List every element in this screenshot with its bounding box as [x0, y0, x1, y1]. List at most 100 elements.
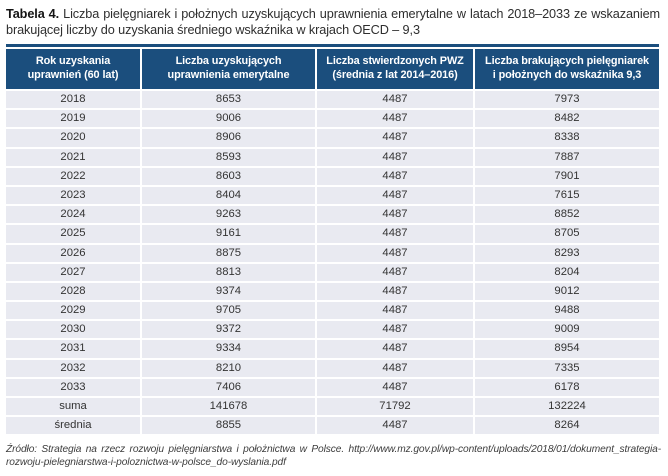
- value-cell: 7901: [475, 167, 659, 185]
- table-row: średnia 8855 4487 8264: [6, 417, 659, 435]
- value-cell: 7615: [475, 186, 659, 205]
- row-label-cell: 2031: [6, 340, 140, 358]
- value-cell: 9009: [475, 321, 659, 339]
- table-row: 2028 9374 4487 9012: [6, 282, 659, 301]
- table-row: 2024 9263 4487 8852: [6, 206, 659, 224]
- table-row: 2022 8603 4487 7901: [6, 167, 659, 185]
- value-cell: 8954: [475, 340, 659, 358]
- table-row: 2018 8653 4487 7973: [6, 91, 659, 109]
- data-table: Rok uzyskania uprawnień (60 lat) Liczba u…: [6, 44, 659, 435]
- row-label-cell: 2028: [6, 282, 140, 301]
- table-row: suma 141678 71792 132224: [6, 398, 659, 416]
- row-label-cell: 2030: [6, 321, 140, 339]
- column-header: Liczba stwierdzonych PWZ (średnia z lat …: [317, 49, 473, 89]
- value-cell: 8653: [142, 91, 315, 109]
- value-cell: 7887: [475, 148, 659, 166]
- value-cell: 8603: [142, 167, 315, 185]
- value-cell: 9374: [142, 282, 315, 301]
- value-cell: 4487: [317, 302, 473, 320]
- table-body: 2018 8653 4487 7973 2019 9006 4487 8482 2020 8906…: [6, 91, 659, 435]
- value-cell: 8875: [142, 244, 315, 262]
- value-cell: 8210: [142, 359, 315, 377]
- table-row: 2030 9372 4487 9009: [6, 321, 659, 339]
- value-cell: 141678: [142, 398, 315, 416]
- row-label-cell: 2027: [6, 263, 140, 281]
- table-row: 2026 8875 4487 8293: [6, 244, 659, 262]
- value-cell: 6178: [475, 378, 659, 396]
- table-row: 2021 8593 4487 7887: [6, 148, 659, 166]
- row-label-cell: 2033: [6, 378, 140, 396]
- value-cell: 4487: [317, 359, 473, 377]
- value-cell: 4487: [317, 129, 473, 147]
- column-header: Liczba uzyskujących uprawnienia emerytal…: [142, 49, 315, 89]
- value-cell: 4487: [317, 91, 473, 109]
- value-cell: 8204: [475, 263, 659, 281]
- table-row: 2019 9006 4487 8482: [6, 110, 659, 128]
- value-cell: 4487: [317, 263, 473, 281]
- value-cell: 8852: [475, 206, 659, 224]
- row-label-cell: 2021: [6, 148, 140, 166]
- value-cell: 8404: [142, 186, 315, 205]
- row-label-cell: 2018: [6, 91, 140, 109]
- value-cell: 4487: [317, 378, 473, 396]
- value-cell: 7406: [142, 378, 315, 396]
- row-label-cell: średnia: [6, 417, 140, 435]
- value-cell: 132224: [475, 398, 659, 416]
- value-cell: 9334: [142, 340, 315, 358]
- row-label-cell: 2020: [6, 129, 140, 147]
- value-cell: 8264: [475, 417, 659, 435]
- value-cell: 4487: [317, 167, 473, 185]
- value-cell: 8705: [475, 225, 659, 243]
- table-top-rule: [6, 44, 659, 47]
- value-cell: 9006: [142, 110, 315, 128]
- row-label-cell: suma: [6, 398, 140, 416]
- row-label-cell: 2032: [6, 359, 140, 377]
- value-cell: 8855: [142, 417, 315, 435]
- table-caption: Tabela 4. Liczba pielęgniarek i położnyc…: [6, 7, 660, 38]
- value-cell: 4487: [317, 110, 473, 128]
- table-header-row: Rok uzyskania uprawnień (60 lat) Liczba u…: [6, 49, 659, 89]
- value-cell: 71792: [317, 398, 473, 416]
- table-row: 2025 9161 4487 8705: [6, 225, 659, 243]
- value-cell: 4487: [317, 186, 473, 205]
- row-label-cell: 2025: [6, 225, 140, 243]
- table-row: 2023 8404 4487 7615: [6, 186, 659, 205]
- source-note: Źródło: Strategia na rzecz rozwoju pielę…: [6, 444, 661, 469]
- table-caption-text: Liczba pielęgniarek i położnych uzyskują…: [6, 7, 660, 37]
- table-caption-label: Tabela 4.: [6, 7, 60, 21]
- value-cell: 4487: [317, 282, 473, 301]
- column-header: Rok uzyskania uprawnień (60 lat): [6, 49, 140, 89]
- row-label-cell: 2029: [6, 302, 140, 320]
- table-row: 2020 8906 4487 8338: [6, 129, 659, 147]
- value-cell: 7335: [475, 359, 659, 377]
- column-header: Liczba brakujących pielęgniarek i położn…: [475, 49, 659, 89]
- value-cell: 4487: [317, 225, 473, 243]
- row-label-cell: 2024: [6, 206, 140, 224]
- value-cell: 9705: [142, 302, 315, 320]
- value-cell: 4487: [317, 340, 473, 358]
- value-cell: 8813: [142, 263, 315, 281]
- value-cell: 4487: [317, 244, 473, 262]
- value-cell: 9488: [475, 302, 659, 320]
- row-label-cell: 2022: [6, 167, 140, 185]
- table-row: 2033 7406 4487 6178: [6, 378, 659, 396]
- row-label-cell: 2023: [6, 186, 140, 205]
- value-cell: 9372: [142, 321, 315, 339]
- value-cell: 8906: [142, 129, 315, 147]
- value-cell: 9012: [475, 282, 659, 301]
- value-cell: 9263: [142, 206, 315, 224]
- value-cell: 8482: [475, 110, 659, 128]
- value-cell: 4487: [317, 321, 473, 339]
- value-cell: 8593: [142, 148, 315, 166]
- value-cell: 4487: [317, 148, 473, 166]
- value-cell: 7973: [475, 91, 659, 109]
- table-row: 2029 9705 4487 9488: [6, 302, 659, 320]
- value-cell: 8293: [475, 244, 659, 262]
- value-cell: 4487: [317, 206, 473, 224]
- value-cell: 9161: [142, 225, 315, 243]
- table-row: 2032 8210 4487 7335: [6, 359, 659, 377]
- row-label-cell: 2026: [6, 244, 140, 262]
- value-cell: 8338: [475, 129, 659, 147]
- row-label-cell: 2019: [6, 110, 140, 128]
